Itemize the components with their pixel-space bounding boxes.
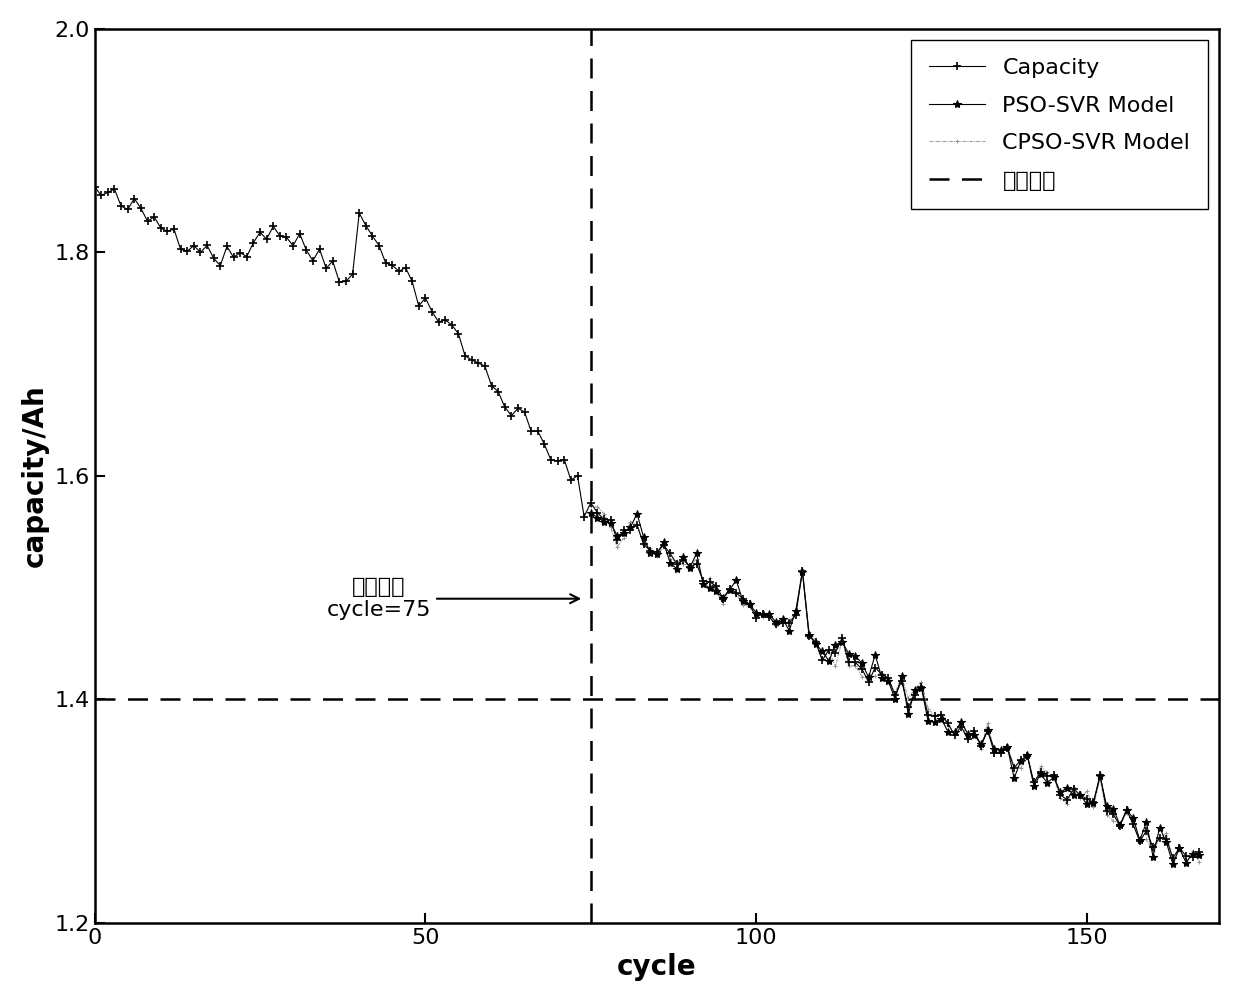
PSO-SVR Model xyxy=(1007,773,1022,785)
Capacity xyxy=(735,593,750,605)
Line: CPSO-SVR Model: CPSO-SVR Model xyxy=(589,504,1202,865)
PSO-SVR Model xyxy=(1166,858,1180,870)
PSO-SVR Model xyxy=(888,693,903,705)
PSO-SVR Model xyxy=(1192,849,1207,861)
PSO-SVR Model xyxy=(682,561,697,573)
Capacity xyxy=(87,181,102,193)
CPSO-SVR Model xyxy=(888,687,903,699)
Capacity xyxy=(464,354,479,366)
Text: 预测起点
cycle=75: 预测起点 cycle=75 xyxy=(327,577,579,620)
CPSO-SVR Model xyxy=(1179,857,1194,869)
CPSO-SVR Model xyxy=(709,585,724,597)
Legend: Capacity, PSO-SVR Model, CPSO-SVR Model, 失效阙値: Capacity, PSO-SVR Model, CPSO-SVR Model,… xyxy=(911,40,1208,208)
CPSO-SVR Model xyxy=(1192,857,1207,869)
PSO-SVR Model xyxy=(662,557,677,569)
PSO-SVR Model xyxy=(583,507,598,519)
CPSO-SVR Model xyxy=(583,500,598,512)
CPSO-SVR Model xyxy=(682,559,697,571)
PSO-SVR Model xyxy=(709,585,724,597)
失效阙値 xyxy=(94,693,109,705)
CPSO-SVR Model xyxy=(1066,781,1081,793)
CPSO-SVR Model xyxy=(662,553,677,565)
Line: Capacity: Capacity xyxy=(91,182,1204,862)
CPSO-SVR Model xyxy=(1007,760,1022,772)
Capacity xyxy=(404,276,419,288)
Capacity xyxy=(967,725,982,737)
Capacity xyxy=(715,592,730,604)
Y-axis label: capacity/Ah: capacity/Ah xyxy=(21,385,48,567)
X-axis label: cycle: cycle xyxy=(618,953,697,981)
Line: PSO-SVR Model: PSO-SVR Model xyxy=(587,508,1204,868)
Capacity xyxy=(1166,852,1180,864)
Capacity xyxy=(285,239,300,252)
PSO-SVR Model xyxy=(1066,789,1081,801)
失效阙値 xyxy=(87,693,102,705)
Capacity xyxy=(1192,847,1207,859)
